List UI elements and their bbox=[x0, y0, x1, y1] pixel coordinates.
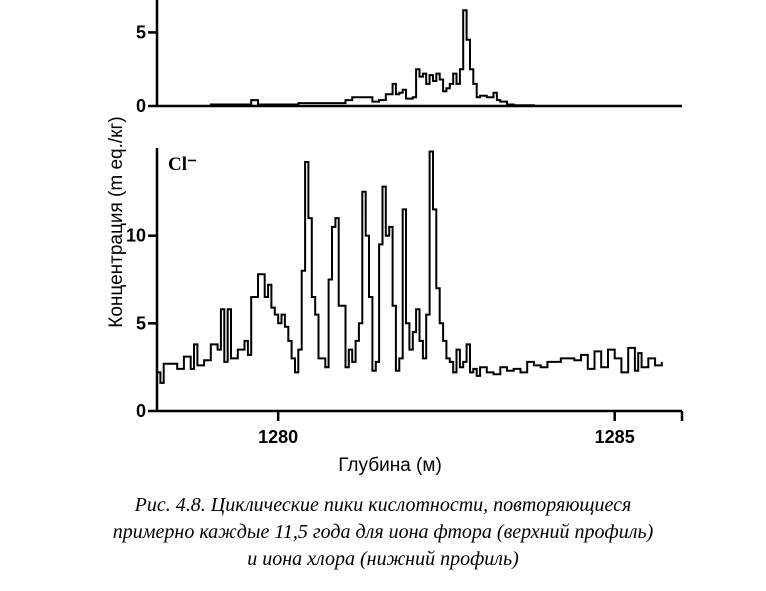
caption-line-3: и иона хлора (нижний профиль) bbox=[247, 548, 519, 570]
upper-series-line bbox=[157, 9, 682, 107]
lower-series-line bbox=[157, 150, 663, 384]
upper-y-ticks: 05 bbox=[136, 22, 157, 116]
upper-y-tick-label: 0 bbox=[136, 96, 146, 116]
lower-y-tick-label: 0 bbox=[136, 401, 146, 421]
lower-panel: 0 5 10 1280 1285 Cl⁻ bbox=[126, 148, 684, 447]
lower-x-tick-label: 1285 bbox=[595, 427, 635, 447]
caption-line-2: примерно каждые 11,5 года для иона фтора… bbox=[112, 521, 654, 543]
x-axis-title: Глубина (м) bbox=[338, 455, 442, 476]
caption-line-1: Рис. 4.8. Циклические пики кислотности, … bbox=[134, 494, 632, 516]
lower-y-ticks: 0 5 10 bbox=[126, 226, 157, 421]
lower-y-tick-label: 10 bbox=[126, 226, 146, 246]
upper-panel: 05 bbox=[136, 0, 682, 116]
lower-panel-label: Cl⁻ bbox=[168, 154, 197, 175]
upper-y-tick-label: 5 bbox=[136, 22, 146, 42]
lower-x-tick-label: 1280 bbox=[258, 427, 298, 447]
y-axis-title: Концентрация (m eq./кг) bbox=[106, 116, 127, 327]
figure-caption: Рис. 4.8. Циклические пики кислотности, … bbox=[0, 492, 766, 573]
lower-x-ticks: 1280 1285 bbox=[258, 411, 635, 447]
lower-y-tick-label: 5 bbox=[136, 313, 146, 333]
